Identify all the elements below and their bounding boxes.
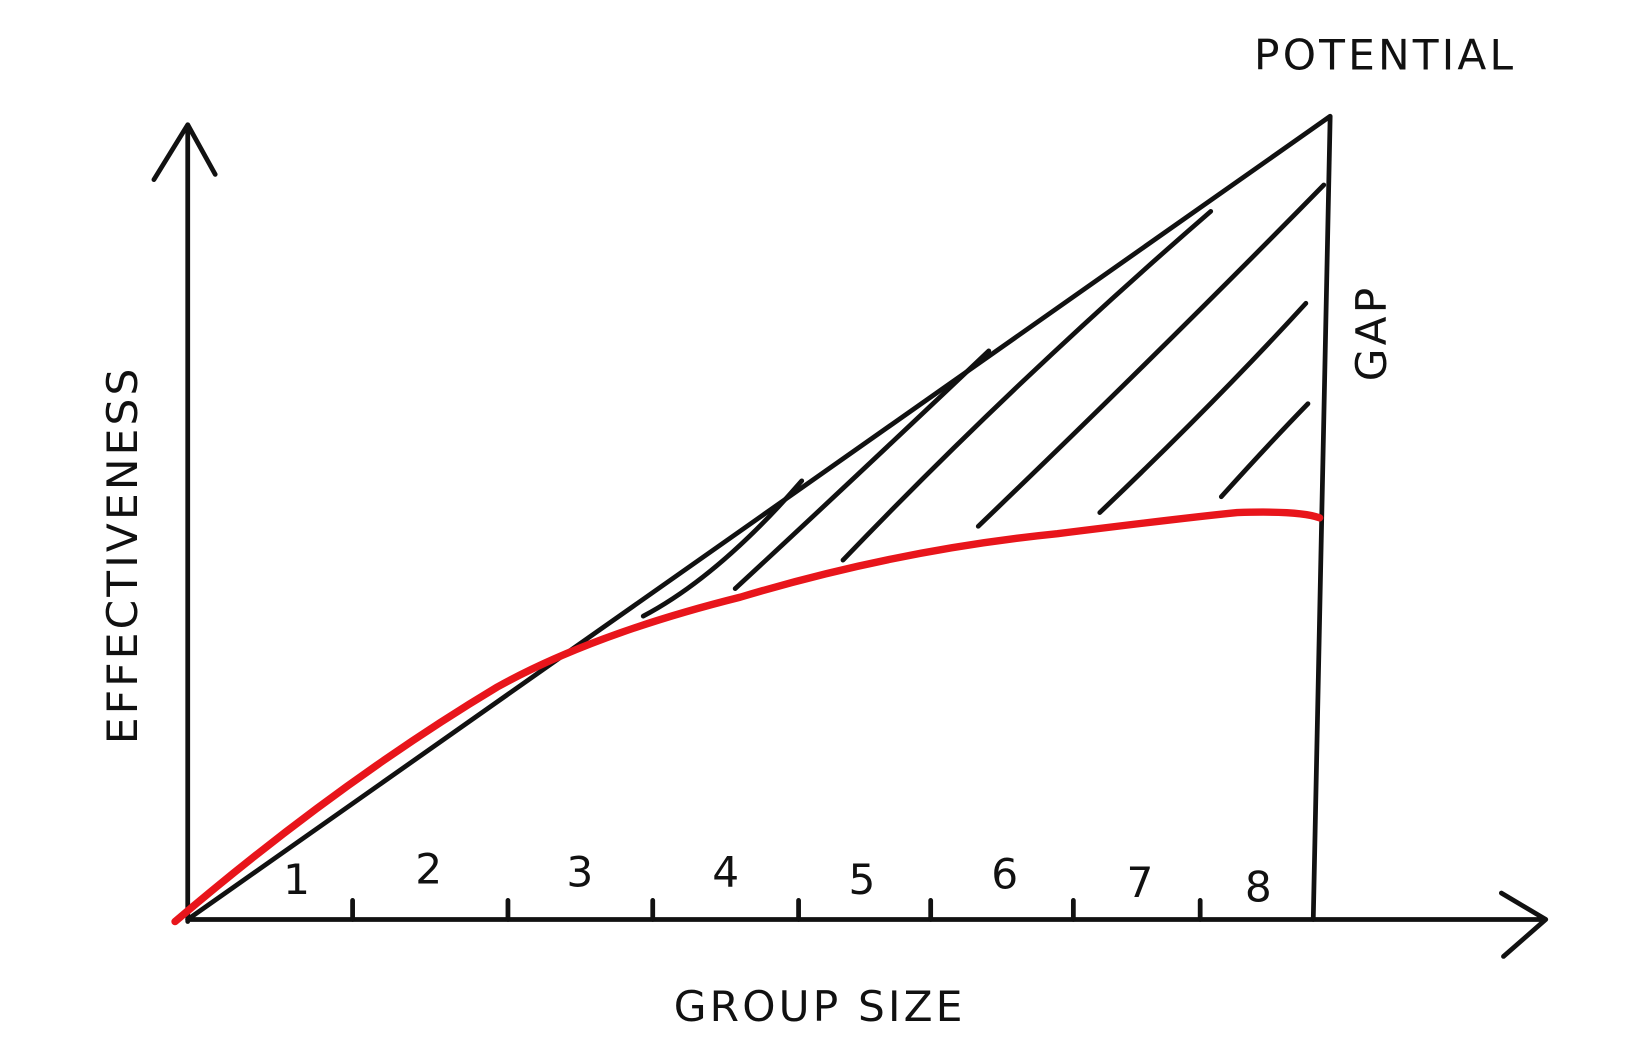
y-axis-label: EFFECTIVENESS bbox=[98, 366, 147, 745]
gap-label: GAP bbox=[1347, 285, 1396, 382]
group-size-labels: 1 2 3 4 5 6 7 8 bbox=[283, 844, 1272, 911]
potential-label: POTENTIAL bbox=[1254, 31, 1516, 80]
group-size-label: 5 bbox=[849, 855, 876, 904]
group-size-label: 7 bbox=[1126, 858, 1153, 907]
group-size-label: 8 bbox=[1245, 862, 1272, 911]
group-size-label: 3 bbox=[566, 848, 593, 897]
y-axis bbox=[151, 122, 218, 924]
x-ticks bbox=[350, 898, 1203, 922]
actual-curve bbox=[171, 508, 1324, 926]
x-axis bbox=[185, 890, 1549, 959]
group-size-label: 4 bbox=[712, 848, 739, 897]
gap-hatching bbox=[640, 182, 1327, 619]
x-axis-label: GROUP SIZE bbox=[674, 982, 966, 1031]
group-size-label: 1 bbox=[283, 855, 310, 904]
group-size-label: 6 bbox=[991, 850, 1018, 899]
group-size-label: 2 bbox=[415, 844, 442, 893]
